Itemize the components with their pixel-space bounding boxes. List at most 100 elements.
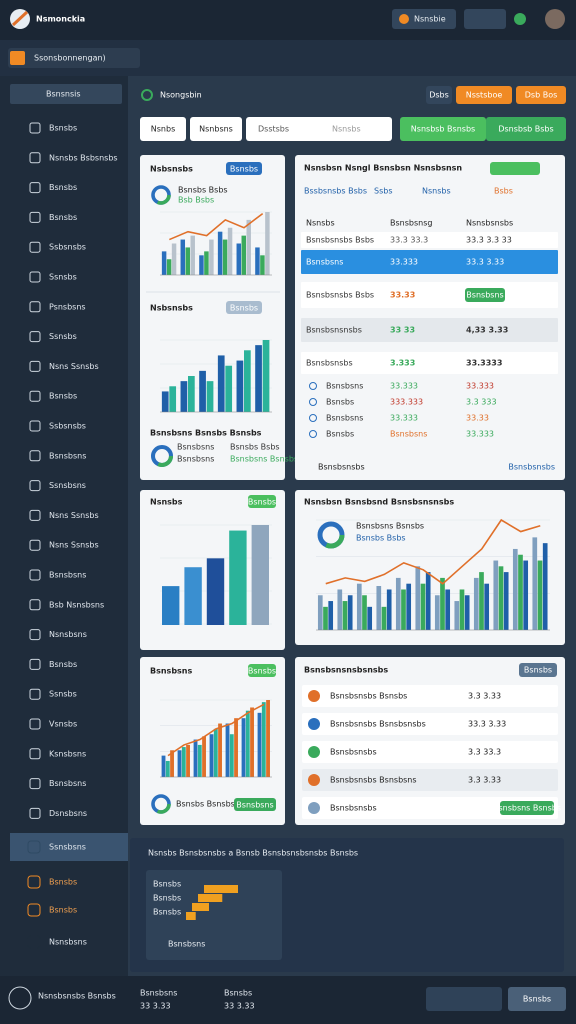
nav-icon xyxy=(29,658,41,670)
footer-link[interactable]: Bsnsbsnsbs xyxy=(508,463,555,472)
action-button[interactable] xyxy=(400,117,486,141)
header-button[interactable] xyxy=(426,86,452,104)
icon-group[interactable] xyxy=(464,9,506,29)
card-button[interactable] xyxy=(248,664,276,677)
nav-item[interactable]: Bsnsbs xyxy=(49,660,77,669)
step-bar xyxy=(198,894,223,902)
table-cell: Bsnsbsns xyxy=(306,258,343,267)
bar xyxy=(197,744,202,777)
nav-item[interactable]: Nsnsbsns xyxy=(49,630,87,639)
tab[interactable] xyxy=(140,117,186,141)
nav-item[interactable]: Bsnsbs xyxy=(49,906,77,915)
nav-item[interactable]: Nsnsbsns xyxy=(49,938,87,947)
nav-item[interactable]: Bsb Nsnsbsns xyxy=(49,600,104,609)
step-bar xyxy=(186,912,196,920)
search-placeholder: Ssonsbonnengan) xyxy=(34,54,106,63)
nav-item[interactable]: Ssbsnsbs xyxy=(49,243,86,252)
nav-item[interactable]: Ksnsbsns xyxy=(49,749,86,758)
nav-item[interactable]: Bsnsbs xyxy=(49,183,77,192)
nav-item[interactable]: Ssnsbs xyxy=(49,690,77,699)
bar xyxy=(532,537,538,630)
panel-label: Bsnsbs xyxy=(153,880,181,889)
table-cell: 33.3 3.3 33 xyxy=(466,236,512,245)
card-button-label: Bsnsbs xyxy=(230,304,258,313)
list-row[interactable] xyxy=(302,713,558,735)
nav-item[interactable]: Nsns Ssnsbs xyxy=(49,541,99,550)
bar xyxy=(493,560,499,630)
bar xyxy=(190,235,195,275)
list-row[interactable] xyxy=(302,685,558,707)
table-row[interactable] xyxy=(301,232,558,248)
bar xyxy=(265,212,270,275)
list-icon xyxy=(309,398,317,406)
list-value: 3.3 33.3 xyxy=(468,748,501,757)
nav-item[interactable]: Ssbsnsbs xyxy=(49,422,86,431)
card-button[interactable] xyxy=(226,301,262,314)
card-button[interactable] xyxy=(519,663,557,677)
nav-item[interactable]: Ssnsbsns xyxy=(49,843,86,852)
list-cell: 333.333 xyxy=(390,398,423,407)
nav-item[interactable]: Ssnsbs xyxy=(49,273,77,282)
nav-item[interactable]: Bsnsbs xyxy=(49,213,77,222)
table-row[interactable] xyxy=(301,352,558,374)
header-button[interactable] xyxy=(456,86,512,104)
table-row[interactable] xyxy=(301,318,558,342)
list-row[interactable] xyxy=(302,797,558,819)
nav-item[interactable]: Nsns Ssnsbs xyxy=(49,362,99,371)
nav-item[interactable]: Ssnsbs xyxy=(49,332,77,341)
bar xyxy=(425,572,431,630)
footer-button[interactable] xyxy=(508,987,566,1011)
nav-item[interactable]: Bsnsbs xyxy=(49,124,77,133)
nav-item[interactable]: Bsnsbsns xyxy=(49,571,86,580)
search-box[interactable] xyxy=(8,48,140,68)
card-button[interactable] xyxy=(234,798,276,811)
list-cell: Bsnsbs xyxy=(326,398,354,407)
action-button[interactable] xyxy=(486,117,566,141)
bar xyxy=(217,231,223,275)
nav-item[interactable]: Bsnsbsns xyxy=(49,451,86,460)
donut-segment xyxy=(151,794,171,814)
legend-item: Bsnsbsns Bsnsbs xyxy=(356,522,424,531)
bar xyxy=(199,255,204,275)
bar xyxy=(376,586,382,630)
list-action[interactable] xyxy=(500,801,554,815)
bar xyxy=(342,601,348,630)
filter-search[interactable] xyxy=(246,117,392,141)
table-cell: Bsnsbsnsbs Bsbs xyxy=(306,236,374,245)
avatar[interactable] xyxy=(545,9,565,29)
user-button[interactable] xyxy=(392,9,456,29)
card-button[interactable] xyxy=(248,495,276,508)
list-row[interactable] xyxy=(302,741,558,763)
footer-actions[interactable] xyxy=(426,987,502,1011)
table-row[interactable] xyxy=(301,250,558,274)
nav-item[interactable]: Bsnsbs xyxy=(49,878,77,887)
bar xyxy=(185,247,190,275)
search-text: Dsstsbs xyxy=(258,125,289,134)
nav-item[interactable]: Nsnsbs Bsbsnsbs xyxy=(49,153,118,162)
nav-item[interactable]: Ssnsbsns xyxy=(49,481,86,490)
nav-item[interactable]: Vsnsbs xyxy=(49,720,77,729)
bar xyxy=(202,736,206,777)
bar xyxy=(213,728,218,777)
nav-item[interactable]: Nsns Ssnsbs xyxy=(49,511,99,520)
panel-title: Nsnsbs Bsnsbsnsbs a Bsnsb Bsnsbsnsbsnsbs… xyxy=(148,849,358,858)
row-button[interactable] xyxy=(465,288,505,302)
list-cell: 3.3 333 xyxy=(466,398,497,407)
bar xyxy=(241,718,246,777)
nav-item[interactable]: Dsnsbsns xyxy=(49,809,87,818)
card-button[interactable] xyxy=(490,162,540,175)
card-button-label: Bsnsbsns xyxy=(236,801,273,810)
nav-item[interactable]: Psnsbsns xyxy=(49,302,86,311)
bar xyxy=(229,734,234,777)
list-row[interactable] xyxy=(302,769,558,791)
bar xyxy=(206,381,214,412)
nav-item[interactable]: Bsnsbsns xyxy=(49,779,86,788)
card-button[interactable] xyxy=(226,162,262,175)
tab[interactable] xyxy=(190,117,242,141)
card-title: Nsnsbsn Nsngl Bsnsbsn Nsnsbsnsn xyxy=(304,164,462,173)
tab-label: Nsnbsns xyxy=(199,125,233,134)
nav-item[interactable]: Bsnsbs xyxy=(49,392,77,401)
legend-item: Bsnsbs Bsbs xyxy=(178,186,228,195)
bar xyxy=(518,554,523,630)
header-button[interactable] xyxy=(516,86,566,104)
